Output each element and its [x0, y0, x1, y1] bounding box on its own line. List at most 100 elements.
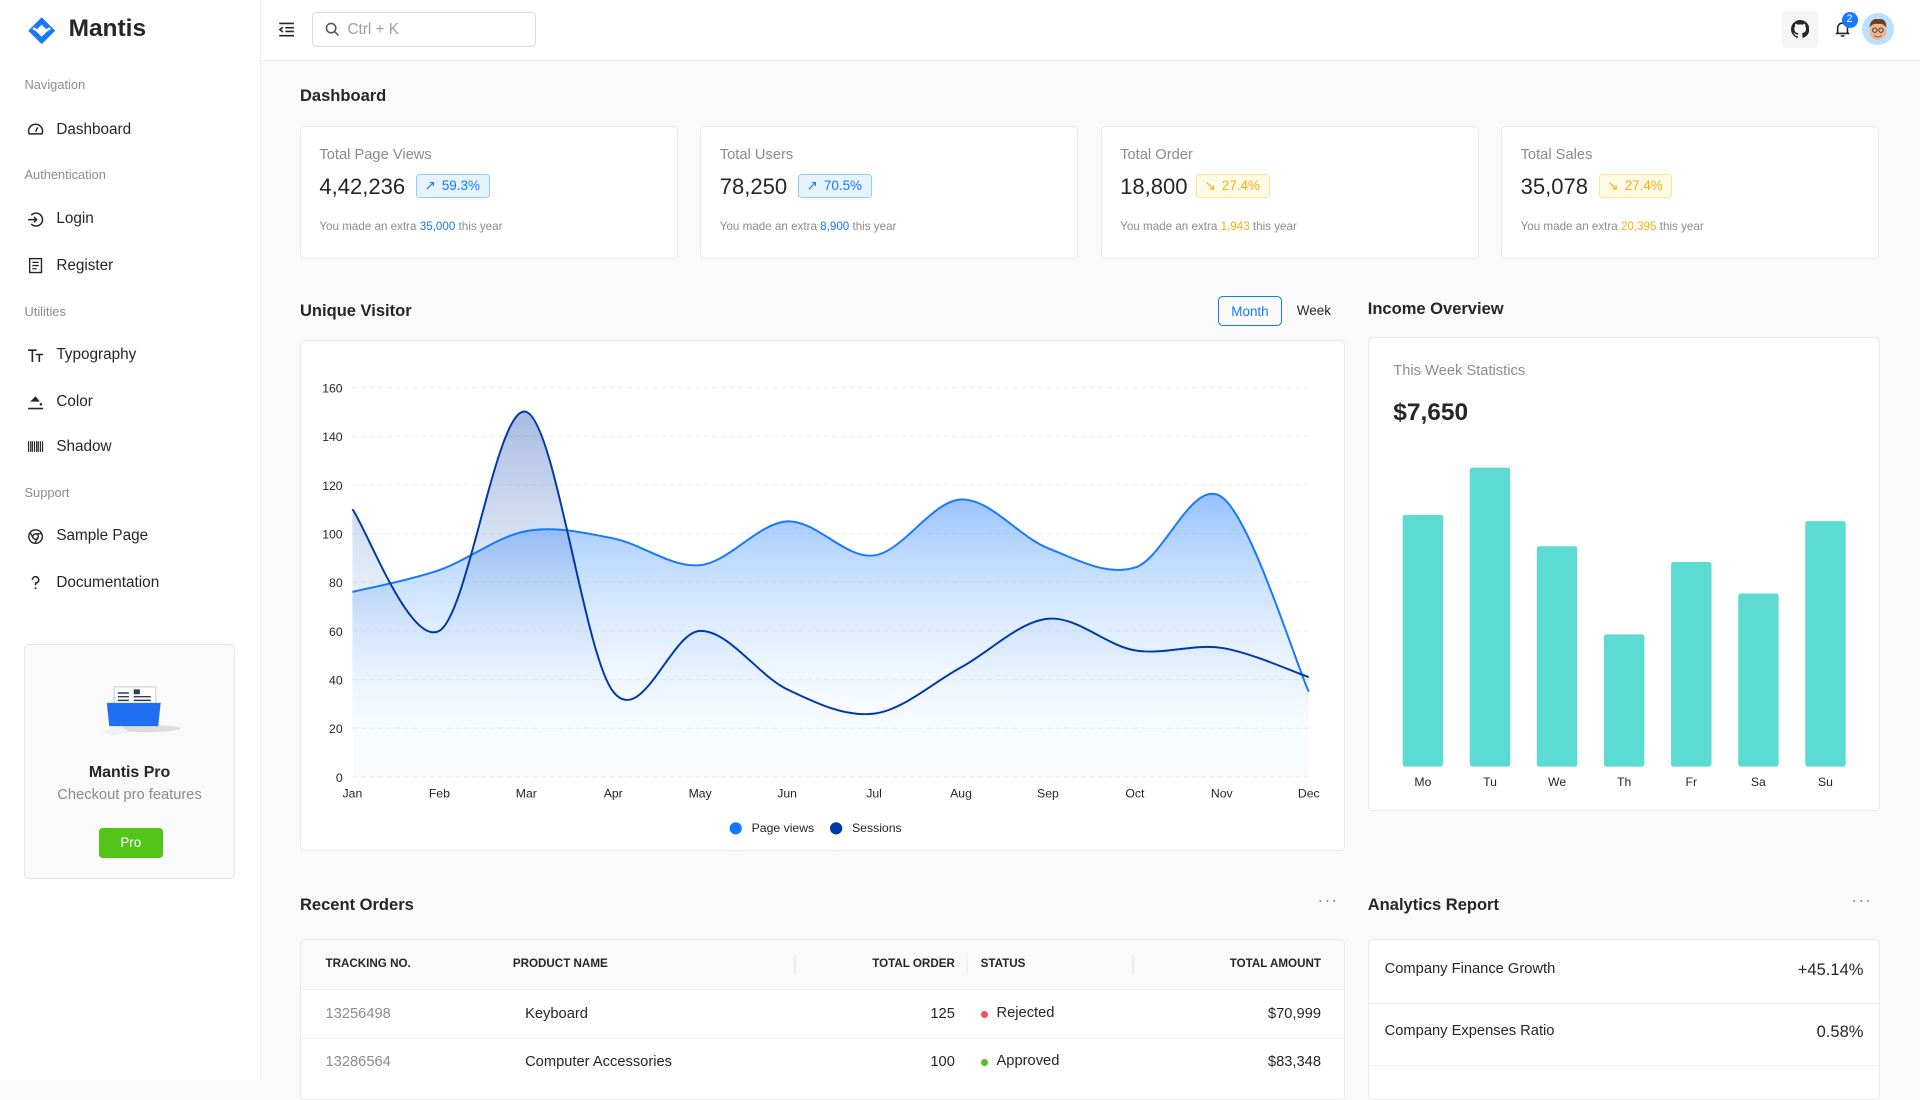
stat-footnote: You made an extra 35,000 this year	[319, 220, 502, 233]
table-row[interactable]: 13256498 Keyboard 125 Rejected $70,999	[301, 989, 1345, 1038]
recent-orders-more-icon[interactable]: ···	[1317, 890, 1339, 911]
sidebar-item-register[interactable]: Register	[0, 247, 258, 284]
y-tick-label: 140	[322, 431, 343, 445]
stat-badge: ↘ 27.4%	[1196, 173, 1270, 198]
x-tick-label: Th	[1617, 775, 1631, 789]
stat-value: 35,078	[1520, 173, 1588, 199]
trend-up-icon: ↗	[424, 177, 436, 193]
mantis-logo-icon[interactable]	[27, 16, 56, 45]
footnote-suffix: this year	[455, 220, 503, 234]
promo-title: Mantis Pro	[88, 763, 171, 781]
bar-tu	[1469, 467, 1510, 767]
avatar[interactable]	[1862, 13, 1895, 46]
stat-title: Total Order	[1120, 146, 1193, 163]
sidebar-item-login[interactable]: Login	[0, 201, 258, 238]
question-icon	[31, 576, 40, 590]
x-tick-label: We	[1548, 775, 1566, 789]
tracking-number[interactable]: 13256498	[325, 1006, 391, 1023]
legend-label: Sessions	[852, 821, 902, 835]
footnote-suffix: this year	[849, 220, 897, 234]
section-support: Support	[24, 484, 70, 500]
total-order: 125	[930, 1006, 955, 1023]
status-dot	[980, 1058, 988, 1067]
bg-colors-icon	[28, 396, 44, 410]
table-row[interactable]: 13286564 Computer Accessories 100 Approv…	[301, 1038, 1345, 1087]
bar-fr	[1670, 561, 1712, 767]
stat-percent: 70.5%	[823, 178, 863, 194]
notifications-button[interactable]: 2	[1832, 12, 1858, 41]
status-text: Rejected	[996, 1004, 1055, 1021]
section-navigation: Navigation	[24, 77, 86, 93]
y-tick-label: 80	[329, 577, 343, 591]
total-amount: $83,348	[1267, 1053, 1321, 1070]
footnote-extra: 35,000	[419, 220, 456, 234]
footnote-prefix: You made an extra	[719, 220, 821, 234]
sidebar-item-dashboard[interactable]: Dashboard	[0, 111, 258, 148]
series-line-page-views	[352, 493, 1310, 693]
series-area-sessions	[352, 411, 1309, 778]
analytics-value: +45.14%	[1797, 959, 1864, 979]
tracking-number[interactable]: 13286564	[325, 1053, 391, 1070]
sidebar-item-color[interactable]: Color	[0, 383, 258, 420]
analytics-report-title: Analytics Report	[1367, 895, 1499, 915]
col-total-order: TOTAL ORDER	[872, 957, 955, 971]
status-dot	[980, 1010, 988, 1019]
x-tick-label: Sa	[1751, 775, 1766, 789]
stat-card-users: Total Users 78,250 ↗ 70.5% You made an ex…	[700, 126, 1079, 260]
income-subtitle: This Week Statistics	[1393, 363, 1526, 380]
sidebar-item-label: Login	[56, 210, 94, 228]
recent-orders-title: Recent Orders	[300, 895, 414, 915]
sidebar-item-sample-page[interactable]: Sample Page	[0, 518, 258, 555]
pro-promo-card: Mantis Pro Checkout pro features Pro	[24, 644, 235, 879]
top-header: Ctrl + K 2	[260, 0, 1920, 61]
analytics-value: 0.58%	[1816, 1022, 1864, 1042]
stat-card-orders: Total Order 18,800 ↘ 27.4% You made an ex…	[1100, 126, 1479, 260]
trend-down-icon: ↘	[1607, 177, 1619, 193]
github-icon	[1790, 20, 1810, 39]
table-header: TRACKING NO. PRODUCT NAME TOTAL ORDER ST…	[301, 940, 1345, 991]
x-tick-label: May	[689, 787, 713, 801]
toggle-month[interactable]: Month	[1218, 296, 1282, 327]
footnote-extra: 20,395	[1620, 220, 1657, 234]
sidebar-item-label: Typography	[56, 346, 137, 364]
stat-percent: 27.4%	[1624, 178, 1663, 194]
trend-up-icon: ↗	[806, 177, 818, 193]
menu-fold-icon[interactable]	[278, 21, 295, 38]
dashboard-icon	[27, 123, 44, 135]
sidebar-item-shadow[interactable]: Shadow	[0, 429, 258, 466]
promo-subtitle: Checkout pro features	[57, 787, 202, 804]
y-tick-label: 160	[322, 382, 343, 396]
sidebar: Mantis Navigation Dashboard Authenticati…	[0, 0, 261, 1080]
analytics-label: Company Expenses Ratio	[1384, 1023, 1555, 1040]
x-tick-label: Feb	[429, 787, 450, 801]
stat-value: 78,250	[719, 173, 788, 199]
register-icon	[28, 258, 43, 274]
x-tick-label: Su	[1818, 775, 1833, 789]
stat-badge: ↗ 59.3%	[416, 173, 490, 198]
sidebar-item-label: Sample Page	[56, 527, 149, 545]
x-tick-label: Apr	[604, 787, 623, 801]
github-button[interactable]	[1781, 11, 1819, 48]
col-tracking: TRACKING NO.	[325, 957, 411, 971]
y-tick-label: 120	[322, 479, 343, 493]
search-placeholder: Ctrl + K	[347, 20, 399, 38]
search-input[interactable]: Ctrl + K	[312, 12, 536, 48]
bar-we	[1536, 546, 1578, 767]
analytics-more-icon[interactable]: ···	[1851, 890, 1873, 911]
footnote-suffix: this year	[1656, 220, 1704, 234]
col-product: PRODUCT NAME	[512, 957, 608, 971]
unique-visitor-chart: 0 20 40 60 80 100 120 140 160 Jan Feb Mar Apr May Jun J…	[322, 382, 1319, 836]
sidebar-item-typography[interactable]: Typography	[0, 337, 258, 374]
list-item[interactable]: Company Finance Growth +45.14%	[1368, 940, 1880, 1004]
footnote-prefix: You made an extra	[319, 220, 420, 234]
pro-button[interactable]: Pro	[98, 827, 163, 859]
toggle-week[interactable]: Week	[1296, 302, 1331, 318]
sidebar-item-label: Shadow	[56, 437, 112, 455]
sidebar-item-documentation[interactable]: Documentation	[0, 564, 258, 601]
sidebar-item-label: Dashboard	[56, 120, 132, 138]
footnote-extra: 1,943	[1220, 220, 1250, 234]
series-line-sessions	[351, 411, 1310, 716]
notification-badge: 2	[1841, 12, 1858, 29]
list-item[interactable]: Company Expenses Ratio 0.58%	[1368, 1003, 1880, 1067]
x-tick-label: Aug	[950, 787, 972, 801]
